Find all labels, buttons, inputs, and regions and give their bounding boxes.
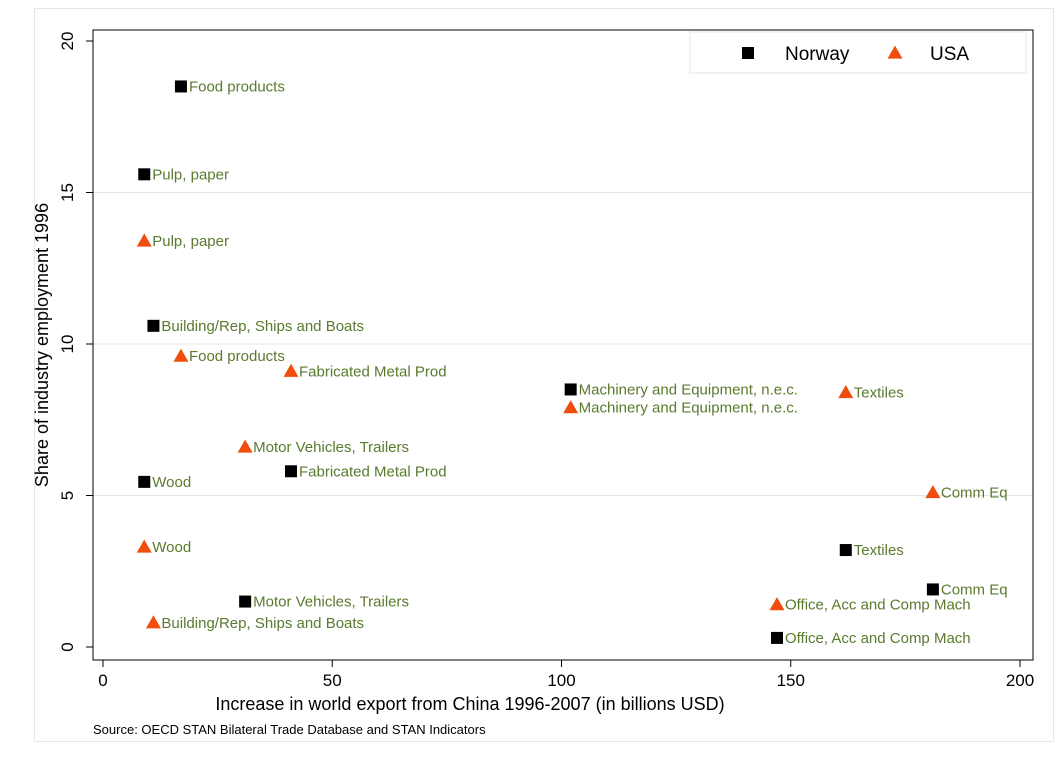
usa-point [563,400,579,414]
usa-point-label: Wood [152,539,191,556]
usa-point-label: Motor Vehicles, Trailers [253,439,409,456]
norway-point-label: Wood [152,474,191,491]
usa-point [136,539,152,553]
legend: Norway USA [689,31,1027,74]
usa-point [769,597,785,611]
usa-point-label: Pulp, paper [152,233,229,250]
plot-area [92,29,1034,661]
usa-point-label: Fabricated Metal Prod [299,363,447,380]
norway-point-label: Building/Rep, Ships and Boats [161,318,364,335]
norway-point-label: Food products [189,78,285,95]
x-tick-label: 0 [98,671,107,690]
usa-point [283,363,299,377]
usa-point-label: Comm Eq [941,484,1008,501]
legend-norway-marker [742,47,754,59]
graph-region-frame [34,8,1054,742]
usa-point-label: Office, Acc and Comp Mach [785,597,971,614]
norway-point [239,595,252,608]
y-tick-label: 20 [58,32,77,51]
legend-usa-label: USA [930,44,969,65]
x-axis-title: Increase in world export from China 1996… [215,694,724,714]
norway-point [138,475,151,488]
y-tick-label: 15 [58,183,77,202]
x-tick-label: 100 [547,671,575,690]
x-tick-label: 150 [777,671,805,690]
norway-point-label: Motor Vehicles, Trailers [253,594,409,611]
norway-point [138,168,151,181]
norway-point [147,319,160,332]
y-tick-label: 10 [58,335,77,354]
usa-point-label: Building/Rep, Ships and Boats [161,615,364,632]
norway-point-label: Machinery and Equipment, n.e.c. [579,381,798,398]
usa-point [145,615,161,629]
norway-point-label: Office, Acc and Comp Mach [785,630,971,647]
norway-point [770,631,783,644]
data-labels: Food products Pulp, paper Building/Rep, Sh… [152,78,1007,646]
y-tick-label: 5 [58,491,77,500]
usa-point-label: Textiles [854,384,904,401]
legend-usa-marker [887,45,903,59]
x-tick-label: 200 [1006,671,1034,690]
norway-point [926,583,939,596]
usa-point [925,484,941,499]
usa-point [838,384,854,399]
norway-point [564,383,577,396]
norway-point-label: Textiles [854,542,904,559]
norway-point-label: Pulp, paper [152,166,229,183]
norway-point-label: Fabricated Metal Prod [299,463,447,480]
usa-point [136,233,152,247]
usa-point-label: Machinery and Equipment, n.e.c. [579,400,798,417]
y-tick-label: 0 [58,642,77,651]
source-note: Source: OECD STAN Bilateral Trade Databa… [93,722,486,737]
norway-point [284,465,297,478]
gridlines [93,192,1033,496]
legend-box [689,31,1027,74]
usa-point [173,348,189,362]
usa-point [237,439,253,453]
norway-point [174,80,187,93]
x-tick-label: 50 [323,671,342,690]
legend-norway-label: Norway [785,44,850,65]
norway-point-label: Comm Eq [941,581,1008,598]
data-points [136,80,941,644]
usa-point-label: Food products [189,348,285,365]
y-axis-title: Share of industry employment 1996 [32,203,52,487]
norway-point [839,544,852,557]
